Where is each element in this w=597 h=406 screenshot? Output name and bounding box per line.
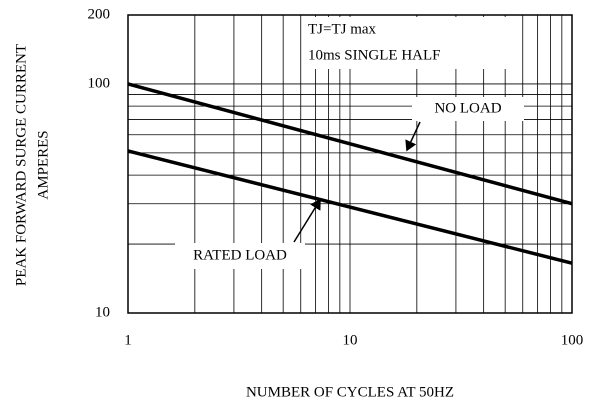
x-axis-label: NUMBER OF CYCLES AT 50HZ — [246, 384, 454, 400]
x-tick-label: 1 — [124, 332, 132, 348]
x-tick-label: 10 — [343, 332, 358, 348]
plot-frame — [127, 14, 573, 314]
y-tick-label: 100 — [88, 75, 111, 91]
series-line — [127, 82, 573, 206]
label-box — [412, 97, 524, 121]
series-label: NO LOAD — [434, 100, 501, 116]
y-axis-label: PEAK FORWARD SURGE CURRENT — [13, 44, 29, 286]
y-tick-label: 200 — [88, 6, 111, 22]
lines — [127, 82, 573, 265]
annotation: TJ=TJ max — [308, 21, 377, 37]
arrow — [293, 198, 321, 243]
label-box — [175, 243, 305, 269]
arrow — [405, 121, 421, 152]
x-tick-label: 100 — [561, 332, 584, 348]
series-label: RATED LOAD — [193, 247, 287, 263]
annotation-box — [302, 17, 518, 69]
series-line — [127, 149, 573, 265]
y-axis-label: AMPERES — [35, 130, 51, 199]
annotation: 10ms SINGLE HALF — [308, 47, 441, 63]
y-tick-label: 10 — [95, 304, 110, 320]
